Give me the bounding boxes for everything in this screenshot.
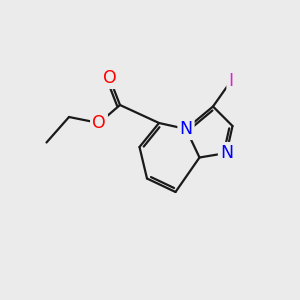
Text: I: I bbox=[228, 72, 234, 90]
Text: N: N bbox=[220, 144, 233, 162]
Text: O: O bbox=[92, 114, 106, 132]
Text: O: O bbox=[103, 69, 116, 87]
Text: N: N bbox=[179, 120, 193, 138]
